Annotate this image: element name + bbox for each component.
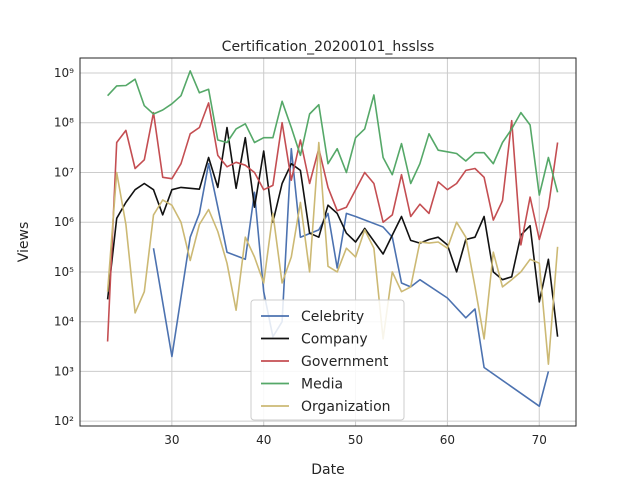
x-tick-label: 30 <box>164 433 179 447</box>
y-tick-label: 10⁹ <box>54 66 74 80</box>
x-axis-label: Date <box>311 462 344 478</box>
series-line-media <box>107 70 559 196</box>
tick-labels: 30 40 50 60 70 10² 10³ 10⁴ 10⁵ 10⁶ 10⁷ 10⁸ 10⁹ <box>54 66 547 447</box>
legend: Celebrity Company Government Media Organizat… <box>250 299 405 421</box>
y-tick-label: 10⁷ <box>54 165 74 179</box>
y-tick-label: 10⁶ <box>54 215 74 229</box>
y-tick-label: 10⁴ <box>54 315 74 329</box>
series-line-organization <box>106 141 559 365</box>
legend-label: Media <box>301 377 343 393</box>
y-tick-label: 10³ <box>54 364 74 378</box>
chart-title: Certification_20200101_hsslss <box>222 39 435 55</box>
plot-frame <box>79 57 577 427</box>
y-tick-label: 10⁵ <box>54 265 74 279</box>
series-line-government <box>106 102 559 342</box>
x-tick-label: 70 <box>532 433 547 447</box>
legend-box <box>250 299 405 421</box>
legend-label: Celebrity <box>301 309 364 325</box>
x-tick-label: 60 <box>440 433 455 447</box>
legend-label: Company <box>301 332 368 348</box>
legend-label: Government <box>301 354 389 370</box>
series-lines <box>106 70 559 407</box>
y-tick-label: 10⁸ <box>54 116 74 130</box>
y-tick-label: 10² <box>54 414 74 428</box>
x-tick-label: 50 <box>348 433 363 447</box>
y-axis-label: Views <box>16 222 32 263</box>
series-line-company <box>106 126 559 337</box>
legend-label: Organization <box>301 399 391 415</box>
x-tick-label: 40 <box>256 433 271 447</box>
